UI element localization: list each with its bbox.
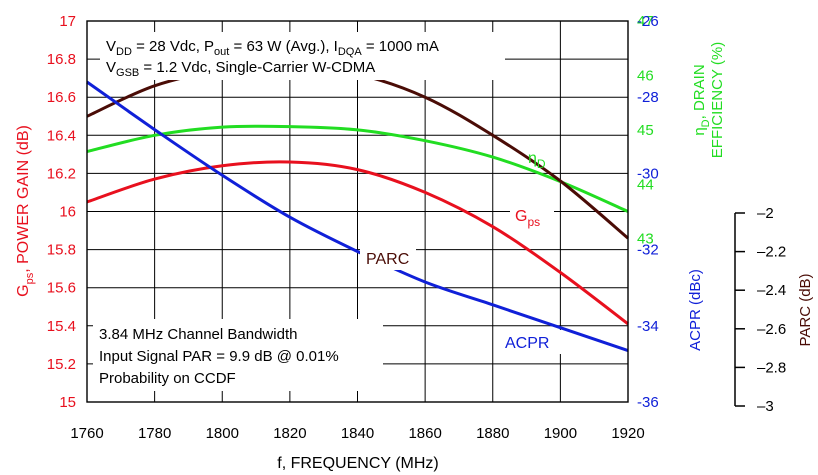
conditions-line2: VGSB = 1.2 Vdc, Single-Carrier W-CDMA [106,59,375,79]
gain-tick-label: 16.8 [47,51,76,68]
efficiency-axis-title-line1: ηD, DRAIN [691,64,712,135]
acpr-tick-label: -26 [637,13,659,30]
gain-tick-label: 15 [59,394,76,411]
series-line-acpr [86,80,629,353]
efficiency-curve-label: ηD [528,150,546,171]
parc-tick-label: –3 [757,398,774,415]
efficiency-tick-label: 44 [637,176,654,193]
gain-tick-label: 16.6 [47,89,76,106]
x-tick-label: 1840 [341,425,374,442]
acpr-tick-label: -36 [637,394,659,411]
series-line-eff [86,124,629,213]
gain-tick-label: 16 [59,204,76,221]
plot-frame [86,20,629,403]
acpr-tick-label: -34 [637,318,659,335]
gain-tick-label: 15.8 [47,242,76,259]
signal-line3: Probability on CCDF [99,370,236,387]
conditions-box [100,32,505,80]
x-axis-title: f, FREQUENCY (MHz) [277,455,438,472]
signal-line2: Input Signal PAR = 9.9 dB @ 0.01% [99,348,339,365]
gain-tick-label: 16.4 [47,127,76,144]
gain-tick-label: 17 [59,13,76,30]
efficiency-tick-label: 45 [637,122,654,139]
parc-tick-label: –2.6 [757,321,786,338]
x-tick-label: 1760 [70,425,103,442]
x-tick-label: 1800 [206,425,239,442]
gain-tick-label: 15.6 [47,280,76,297]
tick-labels: 1760 1780 1800 1820 1840 1860 1880 1900 1920 15 15… [47,13,659,442]
acpr-curve-label: ACPR [505,335,549,352]
efficiency-axis-title-line2: EFFICIENCY (%) [709,42,726,158]
gps-label-box [510,203,554,229]
x-tick-label: 1920 [611,425,644,442]
efficiency-tick-label: 46 [637,67,654,84]
parc-tick-label: –2.8 [757,359,786,376]
parc-curve-label: PARC [366,251,409,268]
efficiency-tick-label: 47 [637,13,654,30]
parc-tick-label: –2 [757,205,774,222]
gain-tick-label: 15.4 [47,318,76,335]
efficiency-tick-label: 43 [637,231,654,248]
gain-tick-label: 15.2 [47,356,76,373]
parc-tick-label: –2.2 [757,244,786,261]
acpr-label-box [499,330,561,354]
acpr-tick-label: -32 [637,242,659,259]
x-tick-label: 1780 [138,425,171,442]
series-line-gain [86,160,629,326]
gain-axis-title: Gps, POWER GAIN (dB) [15,125,36,297]
parc-label-box [360,246,416,270]
gain-tick-label: 16.2 [47,165,76,182]
x-tick-label: 1880 [476,425,509,442]
signal-line1: 3.84 MHz Channel Bandwidth [99,326,297,343]
acpr-axis-title: ACPR (dBc) [687,269,704,351]
signal-box [93,319,383,391]
parc-axis-ticks: –2 –2.2 –2.4 –2.6 –2.8 –3 [735,205,786,415]
x-tick-label: 1860 [408,425,441,442]
acpr-tick-label: -28 [637,89,659,106]
conditions-line1: VDD = 28 Vdc, Pout = 63 W (Avg.), IDQA =… [106,38,439,58]
x-tick-label: 1820 [273,425,306,442]
x-tick-label: 1900 [544,425,577,442]
gps-curve-label: Gps [515,208,540,229]
acpr-tick-label: -30 [637,165,659,182]
parc-axis-title: PARC (dB) [797,273,814,346]
parc-tick-label: –2.4 [757,282,786,299]
